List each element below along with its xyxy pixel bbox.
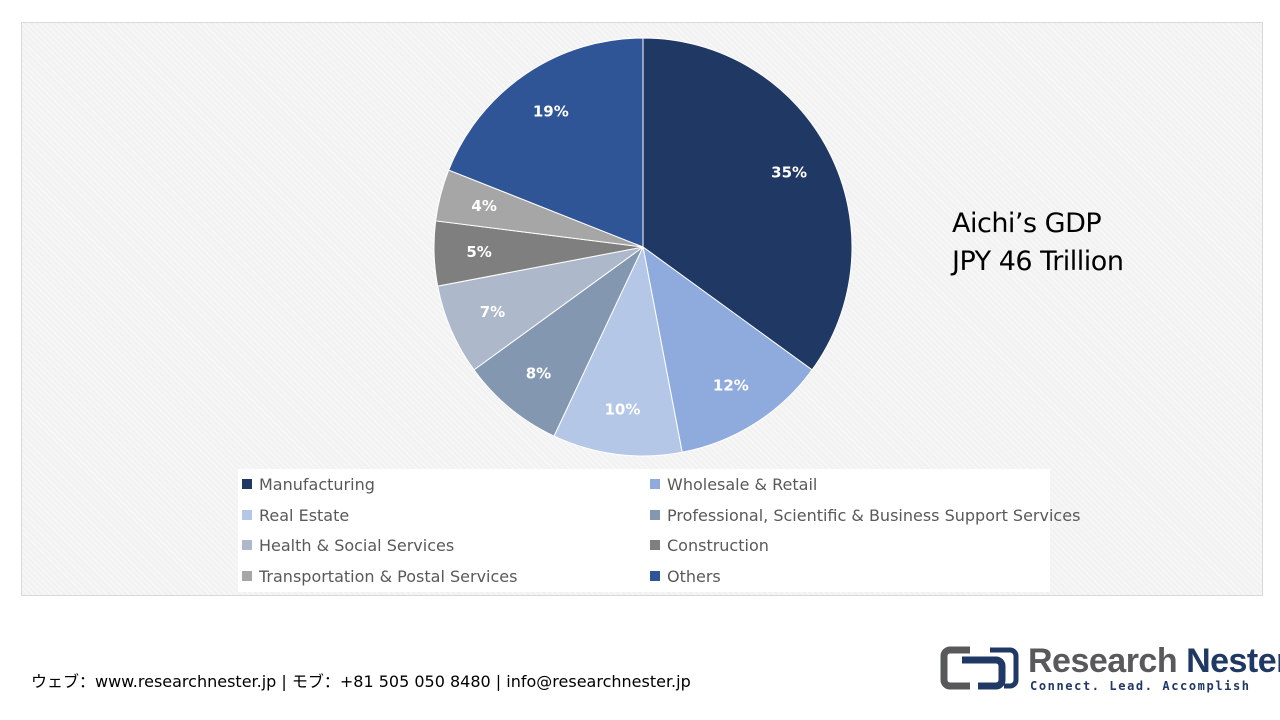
legend-label: Real Estate <box>259 505 350 525</box>
logo-word-research: Research <box>1028 642 1178 680</box>
footer-contact-info: ウェブ：www.researchnester.jp | モブ：+81 505 0… <box>31 672 691 691</box>
legend-swatch <box>242 510 252 520</box>
legend-item-construction: Construction <box>650 530 769 560</box>
data-label-real-estate: 10% <box>604 401 640 419</box>
logo-word-nester: Nester <box>1186 642 1280 680</box>
legend-item-manufacturing: Manufacturing <box>242 469 375 499</box>
chart-area: 35% 12% 10% 8% 7% 5% 4% 19% Aichi’s GDP JPY 46 … <box>21 22 1263 596</box>
legend-swatch <box>242 540 252 550</box>
annotation-line-1: Aichi’s GDP <box>952 208 1102 239</box>
data-label-manufacturing: 35% <box>771 164 807 182</box>
legend-item-real-estate: Real Estate <box>242 500 349 530</box>
legend-swatch <box>650 540 660 550</box>
pie-slice-manufacturing <box>642 37 853 371</box>
pie-slice-others <box>448 37 644 248</box>
data-label-professional-scientific-business-support-services: 8% <box>526 364 551 382</box>
data-label-others: 19% <box>533 102 569 120</box>
pie-slice-wholesale-retail <box>642 245 813 453</box>
legend-label: Health & Social Services <box>259 535 455 555</box>
legend-item-others: Others <box>650 561 721 591</box>
legend-item-professional-scientific-business-support-services: Professional, Scientific & Business Supp… <box>650 500 1080 530</box>
legend-label: Wholesale & Retail <box>667 474 818 494</box>
data-label-wholesale-retail: 12% <box>713 376 749 394</box>
legend: Manufacturing Wholesale & Retail Real Esta… <box>238 469 1080 592</box>
pie-chart: 35% 12% 10% 8% 7% 5% 4% 19% <box>433 37 853 457</box>
legend-item-health-social-services: Health & Social Services <box>242 530 454 560</box>
logo-tagline: Connect. Lead. Accomplish <box>1030 679 1251 693</box>
logo-wordmark: Research Nester <box>1028 642 1280 681</box>
legend-label: Construction <box>667 535 769 555</box>
legend-label: Transportation & Postal Services <box>259 566 518 586</box>
legend-label: Manufacturing <box>259 474 375 494</box>
legend-item-transportation-postal-services: Transportation & Postal Services <box>242 561 517 591</box>
legend-swatch <box>242 571 252 581</box>
legend-swatch <box>650 571 660 581</box>
pie-slice-real-estate <box>553 245 683 457</box>
annotation-line-2: JPY 46 Trillion <box>952 246 1124 277</box>
research-nester-logo: Research Nester Connect. Lead. Accomplis… <box>940 642 1280 696</box>
pie-slice-professional-scientific-business-support-services <box>473 246 644 437</box>
legend-item-wholesale-retail: Wholesale & Retail <box>650 469 817 499</box>
legend-label: Professional, Scientific & Business Supp… <box>667 505 1081 525</box>
logo-mark-icon <box>940 646 1019 690</box>
data-label-transportation-postal-services: 4% <box>471 197 496 215</box>
gdp-annotation: Aichi’s GDP JPY 46 Trillion <box>952 205 1124 281</box>
data-label-construction: 5% <box>466 243 491 261</box>
legend-swatch <box>650 479 660 489</box>
legend-swatch <box>650 510 660 520</box>
legend-label: Others <box>667 566 721 586</box>
data-label-health-social-services: 7% <box>480 303 505 321</box>
legend-swatch <box>242 479 252 489</box>
